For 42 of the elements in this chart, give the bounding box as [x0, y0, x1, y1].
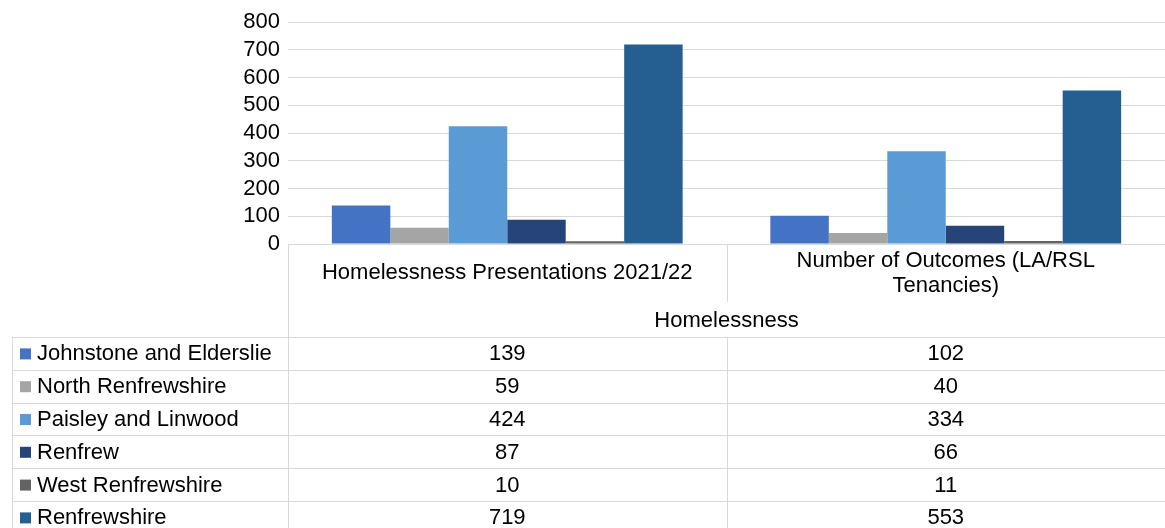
x-tick-label: Homelessness Presentations 2021/22	[321, 259, 693, 285]
bar	[507, 219, 566, 244]
bar	[331, 205, 391, 244]
y-tick-label: 200	[243, 174, 280, 200]
data-label: 10	[495, 471, 520, 497]
y-tick-label: 800	[243, 8, 280, 34]
legend-label: West Renfrewshire	[37, 471, 223, 497]
bar	[565, 241, 625, 244]
y-tick-label: 400	[243, 119, 280, 145]
y-tick-label: 700	[243, 35, 280, 61]
data-label: 719	[488, 504, 526, 528]
legend-label: Johnstone and Elderslie	[37, 340, 272, 366]
data-label: 139	[488, 340, 526, 366]
data-label: 334	[927, 406, 965, 432]
x-tick-label: Number of Outcomes (LA/RSL Tenancies)	[796, 246, 1095, 297]
data-label: 66	[933, 438, 958, 464]
data-label: 11	[934, 471, 958, 497]
x-axis-title: Homelessness	[654, 306, 799, 332]
bar	[828, 232, 888, 244]
bar	[887, 151, 946, 244]
bar	[448, 126, 508, 244]
legend-label: North Renfrewshire	[37, 373, 227, 399]
bar	[945, 225, 1005, 244]
bar	[1004, 240, 1063, 244]
legend-label: Renfrew	[37, 438, 120, 464]
data-label: 59	[495, 373, 520, 399]
y-tick-label: 500	[243, 91, 280, 117]
data-label: 102	[927, 340, 965, 366]
data-label: 40	[933, 373, 958, 399]
legend-label: Renfrewshire	[37, 504, 167, 528]
y-tick-label: 600	[243, 63, 280, 89]
bar	[770, 215, 829, 244]
bar	[390, 227, 449, 244]
y-tick-label: 100	[243, 202, 280, 228]
data-label: 424	[488, 406, 526, 432]
y-tick-label: 0	[267, 230, 280, 256]
data-label: 553	[927, 504, 965, 528]
bar	[1062, 90, 1122, 244]
data-label: 87	[495, 438, 520, 464]
y-tick-label: 300	[243, 146, 280, 172]
bar	[624, 44, 683, 244]
legend-label: Paisley and Linwood	[37, 406, 239, 432]
